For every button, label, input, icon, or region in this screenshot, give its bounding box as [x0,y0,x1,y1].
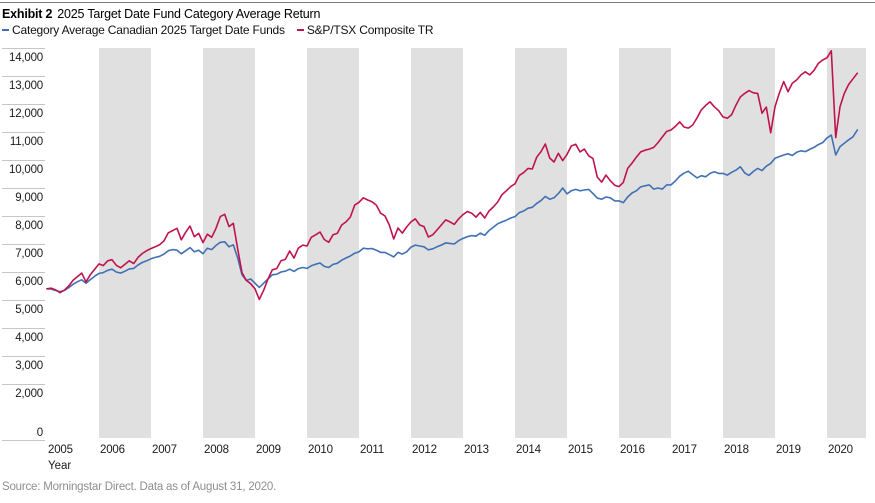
x-tick-label-2005: 2005 [48,444,73,456]
x-tick-label-2013: 2013 [464,444,489,456]
red-dash-icon [296,29,304,31]
series-line-category-average [46,129,859,293]
legend-label: Category Average Canadian 2025 Target Da… [12,23,285,37]
legend-label: S&P/TSX Composite TR [306,23,434,37]
y-tick-label-11000: 11,000 [10,136,43,148]
x-tick-label-2007: 2007 [152,444,177,456]
source-note: Source: Morningstar Direct. Data as of A… [2,481,277,493]
legend-item-sptsx: S&P/TSX Composite TR [296,23,434,37]
x-tick-label-2014: 2014 [516,444,542,456]
y-tick-label-13000: 13,000 [9,80,43,92]
y-tick-label-6000: 6,000 [15,276,43,288]
year-band-2010 [307,48,359,438]
year-band-2008 [203,48,255,438]
y-tick-label-4000: 4,000 [15,332,43,344]
x-tick-label-2019: 2019 [776,444,801,456]
top-rule [0,2,875,3]
year-band-2018 [723,48,775,438]
year-band-2020 [827,48,866,438]
legend-item-category-average: Category Average Canadian 2025 Target Da… [2,23,285,37]
series-line-sptsx [46,49,859,301]
x-tick-label-2010: 2010 [308,444,333,456]
x-tick-label-2018: 2018 [724,444,749,456]
y-tick-label-7000: 7,000 [15,248,43,260]
year-band-2006 [99,48,151,438]
y-tick-label-12000: 12,000 [9,108,43,120]
x-tick-label-2006: 2006 [100,444,125,456]
year-band-2014 [515,48,567,438]
y-tick-label-8000: 8,000 [15,220,43,232]
x-tick-label-2015: 2015 [568,444,593,456]
exhibit-label: Exhibit 2 [2,7,53,21]
y-tick-label-10000: 10,000 [9,164,43,176]
y-tick-label-2000: 2,000 [15,388,43,400]
chart-title: Exhibit 2 2025 Target Date Fund Category … [2,7,320,21]
x-axis-title: Year [48,460,71,472]
x-tick-label-2016: 2016 [620,444,645,456]
y-tick-label-5000: 5,000 [15,304,43,316]
x-tick-label-2011: 2011 [360,444,384,456]
x-tick-label-2017: 2017 [672,444,697,456]
x-tick-label-2012: 2012 [412,444,437,456]
y-tick-label-0: 0 [37,427,43,439]
y-tick-label-3000: 3,000 [15,360,43,372]
title-text: 2025 Target Date Fund Category Average R… [57,7,321,21]
y-tick-label-9000: 9,000 [15,192,43,204]
x-tick-label-2009: 2009 [256,444,281,456]
year-band-2016 [619,48,671,438]
chart-legend: Category Average Canadian 2025 Target Da… [2,23,445,37]
y-tick-label-14000: 14,000 [9,52,43,64]
blue-dash-icon [2,29,9,31]
x-tick-label-2020: 2020 [828,444,853,456]
x-tick-label-2008: 2008 [204,444,229,456]
